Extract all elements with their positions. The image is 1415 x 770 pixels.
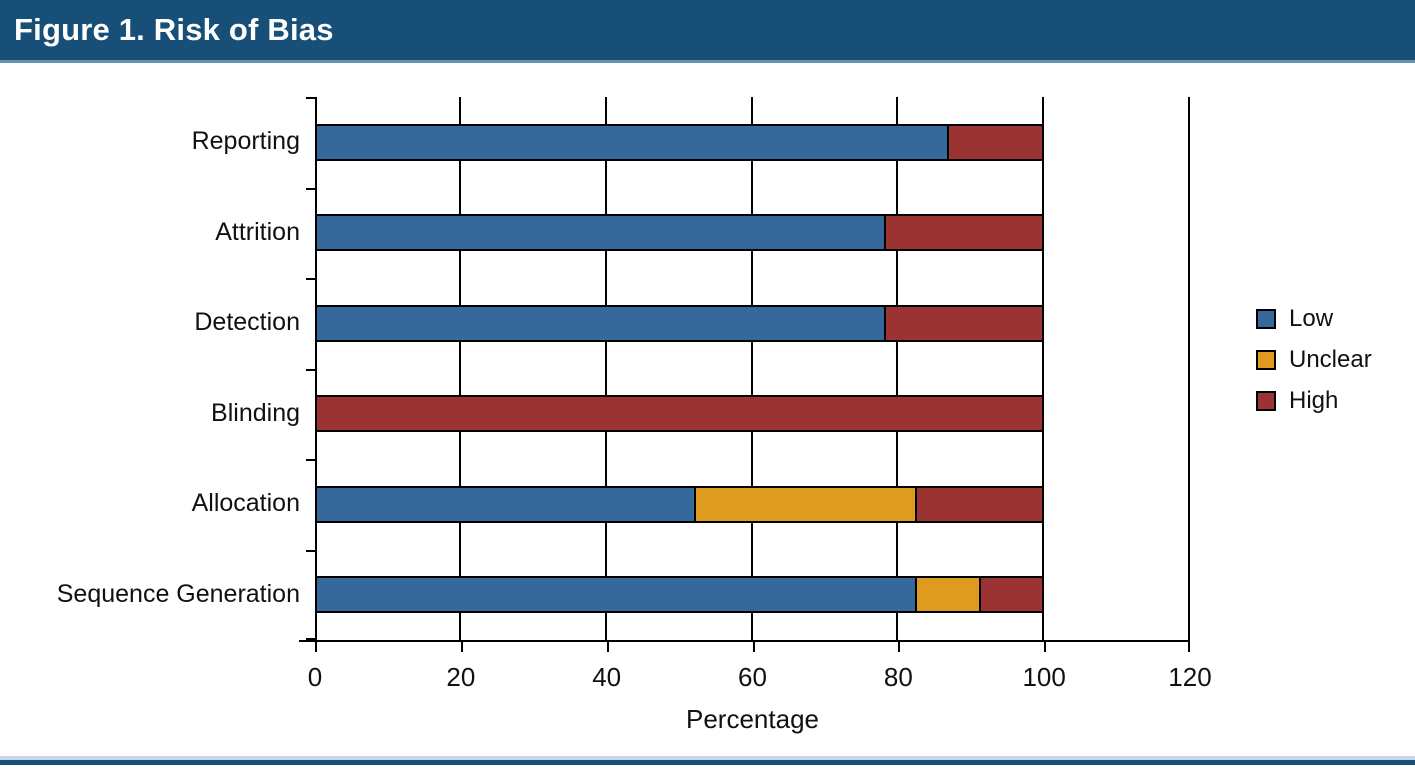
bar-segment-high <box>315 395 1045 433</box>
y-axis-line <box>315 97 317 640</box>
gridline-20 <box>458 97 461 640</box>
x-tick-label-100: 100 <box>1022 662 1066 692</box>
x-axis-line <box>299 640 1190 642</box>
category-label: Attrition <box>215 217 300 246</box>
x-tick-label-40: 40 <box>592 662 622 692</box>
x-axis-tick-60 <box>752 640 755 652</box>
bar-segment-unclear <box>693 485 918 523</box>
category-label: Detection <box>194 308 300 337</box>
bar-segment-low <box>315 214 886 252</box>
bar-segment-low <box>315 485 696 523</box>
gridline-100 <box>1042 97 1045 640</box>
gridline-80 <box>896 97 899 640</box>
category-label: Blinding <box>211 398 300 427</box>
gridline-60 <box>750 97 753 640</box>
y-axis-boundary-tick <box>306 459 315 461</box>
bar-segment-high <box>883 214 1045 252</box>
x-axis-tick-0 <box>315 640 317 652</box>
bar-row-attrition <box>315 214 1190 252</box>
footer-divider-dark-line <box>0 760 1415 765</box>
plot-area <box>306 97 1190 640</box>
x-axis-title: Percentage <box>686 704 819 734</box>
category-label: Allocation <box>191 489 300 518</box>
bar-row-allocation <box>315 485 1190 523</box>
legend-swatch-high <box>1256 390 1276 411</box>
bar-segment-low <box>315 123 950 161</box>
category-label: Sequence Generation <box>56 579 300 608</box>
footer-divider <box>0 756 1415 765</box>
y-axis-boundary-tick <box>306 369 315 371</box>
y-axis-boundary-tick <box>306 188 315 190</box>
gridline-40 <box>604 97 607 640</box>
y-axis-boundary-tick <box>306 97 315 99</box>
bar-segment-low <box>315 576 918 614</box>
footer-divider-light-line <box>0 756 1415 760</box>
legend-item-high: High <box>1256 386 1372 414</box>
x-tick-label-120: 120 <box>1168 662 1212 692</box>
risk-of-bias-chart: Reporting Attrition Detection Blinding Alloc… <box>0 63 1415 753</box>
chart-legend: Low Unclear High <box>1256 304 1372 414</box>
legend-swatch-low <box>1256 308 1276 329</box>
x-tick-label-0: 0 <box>307 662 323 692</box>
category-label: Reporting <box>191 127 300 156</box>
legend-swatch-unclear <box>1256 349 1276 370</box>
figure-title-bar: Figure 1. Risk of Bias <box>0 0 1415 63</box>
bar-segment-high <box>883 304 1045 342</box>
bar-segment-high <box>947 123 1045 161</box>
bar-row-reporting <box>315 123 1190 161</box>
x-tick-label-20: 20 <box>446 662 476 692</box>
legend-label-low: Low <box>1289 304 1334 332</box>
x-tick-label-80: 80 <box>883 662 913 692</box>
legend-item-low: Low <box>1256 304 1372 332</box>
bar-row-detection <box>315 304 1190 342</box>
y-axis-boundary-tick <box>306 638 315 640</box>
legend-label-high: High <box>1289 386 1339 414</box>
bar-segment-high <box>978 576 1045 614</box>
x-axis-tick-40 <box>606 640 609 652</box>
y-axis-boundary-tick <box>306 550 315 552</box>
x-axis-tick-100 <box>1044 640 1047 652</box>
x-axis-tick-80 <box>898 640 901 652</box>
legend-item-unclear: Unclear <box>1256 345 1372 373</box>
y-axis-boundary-tick <box>306 278 315 280</box>
bar-segment-unclear <box>915 576 981 614</box>
x-axis-tick-20 <box>460 640 463 652</box>
bar-segment-low <box>315 304 886 342</box>
x-tick-label-60: 60 <box>738 662 767 692</box>
bar-row-sequence-generation <box>315 576 1190 614</box>
x-axis-tick-120 <box>1188 640 1190 652</box>
gridline-120 <box>1188 97 1190 640</box>
legend-label-unclear: Unclear <box>1289 345 1372 373</box>
bar-segment-high <box>915 485 1045 523</box>
bar-row-blinding <box>315 395 1190 433</box>
figure-title: Figure 1. Risk of Bias <box>14 12 334 47</box>
